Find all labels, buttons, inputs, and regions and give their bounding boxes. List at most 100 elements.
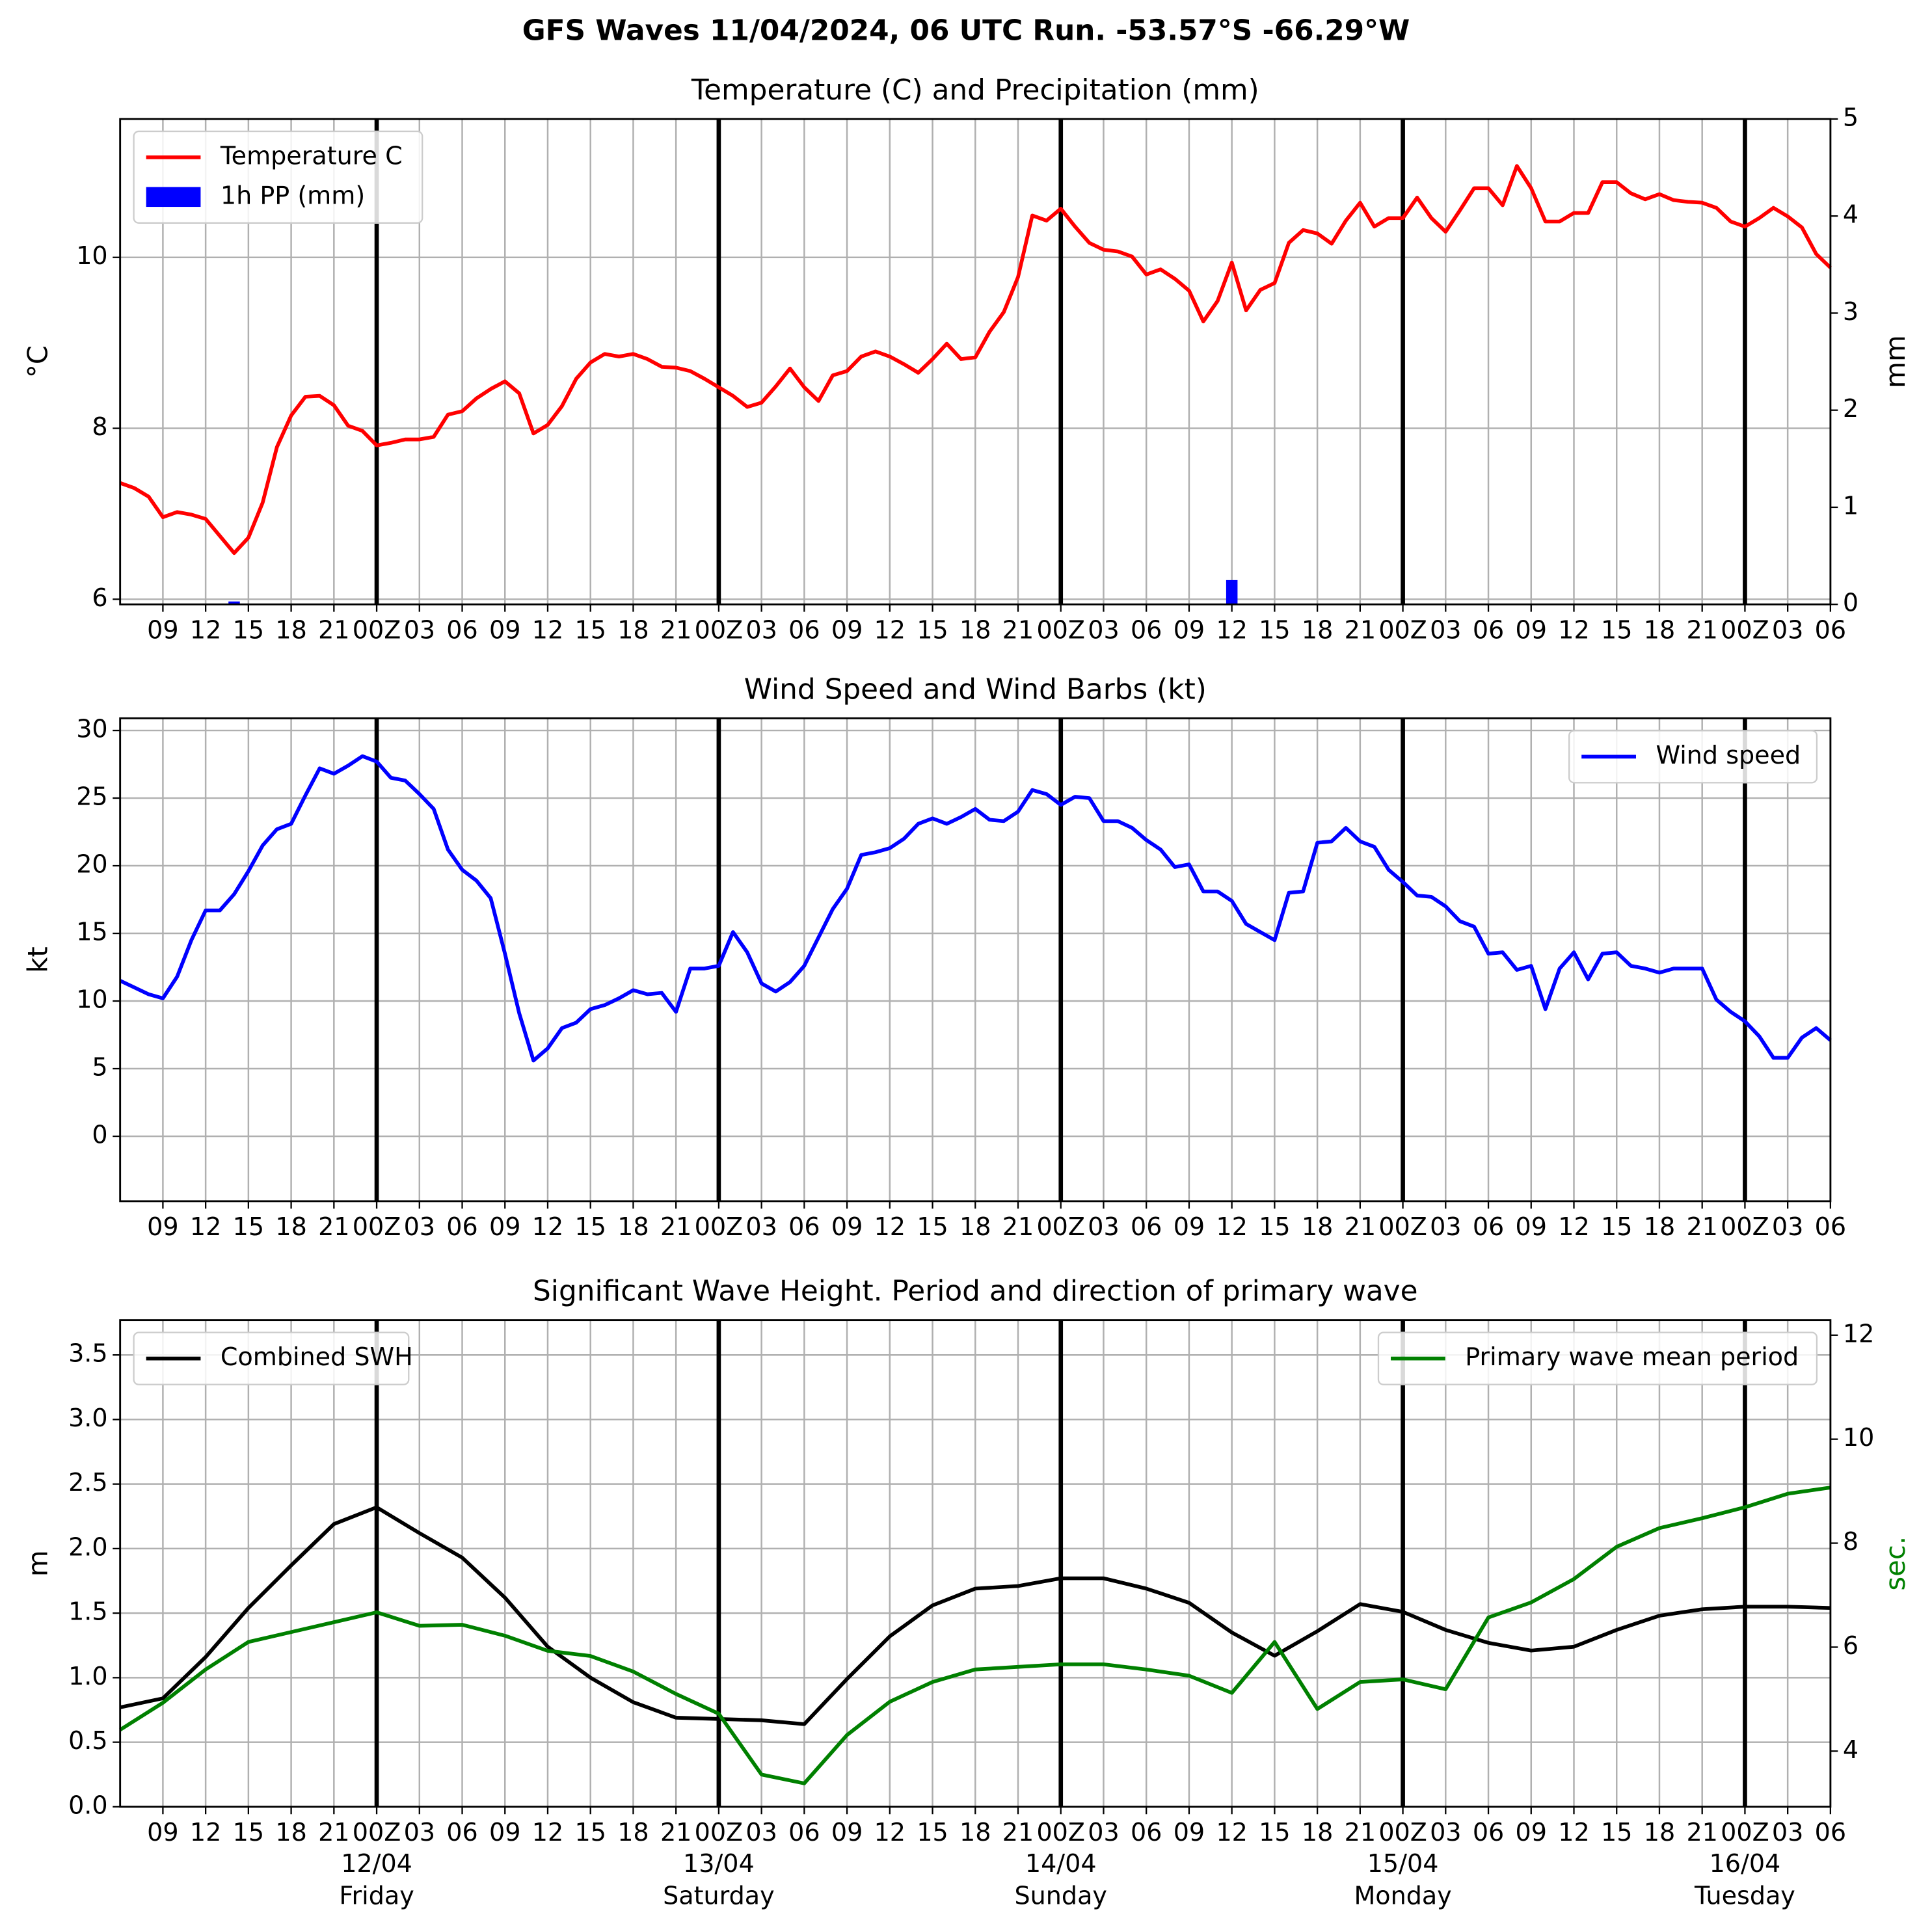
x-tick-label: 09 (1174, 1212, 1205, 1241)
x-tick-label: 00Z (353, 616, 401, 645)
y-tick-label: 3.5 (68, 1339, 108, 1368)
x-tick-label: 18 (1302, 1818, 1333, 1847)
x-tick-label: 09 (1174, 1818, 1205, 1847)
legend-label: Temperature C (220, 141, 403, 170)
y2-tick-label: 4 (1843, 200, 1858, 229)
legend-box (133, 1331, 410, 1385)
legend-label: Combined SWH (221, 1342, 413, 1371)
y2-axis-label: mm (1879, 335, 1911, 388)
legend-label: Primary wave mean period (1465, 1342, 1799, 1371)
x-tick-label: 12 (1558, 1818, 1589, 1847)
x-tick-label: 12 (1216, 1212, 1247, 1241)
x-tick-label: 12 (874, 1818, 906, 1847)
x-tick-label: 18 (1302, 1212, 1333, 1241)
x-tick-label: 00Z (695, 1212, 744, 1241)
precip-bar (1226, 580, 1238, 605)
x-tick-label: 09 (831, 1818, 863, 1847)
x-tick-label: 09 (1516, 616, 1547, 645)
y-tick-label: 10 (76, 241, 107, 270)
x-tick-label: 09 (831, 1212, 863, 1241)
x-tick-label: 06 (1815, 616, 1846, 645)
y2-tick-label: 8 (1843, 1527, 1858, 1556)
x-tick-label: 21 (1345, 616, 1376, 645)
x-tick-label: 00Z (1721, 1818, 1769, 1847)
y-tick-label: 1.5 (68, 1597, 108, 1626)
x-tick-label: 00Z (1036, 1212, 1085, 1241)
y-tick-label: 0 (92, 1121, 107, 1149)
weekday-label: Saturday (663, 1881, 775, 1910)
x-tick-label: 09 (489, 616, 520, 645)
x-tick-label: 15 (574, 616, 606, 645)
y-tick-label: 30 (76, 715, 107, 743)
x-tick-label: 03 (404, 1212, 435, 1241)
x-tick-label: 18 (275, 616, 306, 645)
y-tick-label: 3.0 (68, 1404, 108, 1432)
y2-tick-label: 0 (1843, 589, 1858, 617)
x-tick-label: 03 (1088, 616, 1119, 645)
date-label: 13/04 (683, 1849, 755, 1878)
x-tick-label: 15 (233, 1212, 264, 1241)
date-label: 12/04 (341, 1849, 412, 1878)
y2-tick-label: 5 (1843, 103, 1858, 131)
panel-title: Wind Speed and Wind Barbs (kt) (744, 673, 1207, 706)
x-tick-label: 12 (1216, 616, 1247, 645)
y-tick-label: 6 (92, 583, 107, 612)
weekday-label: Tuesday (1694, 1881, 1795, 1910)
x-tick-label: 21 (1686, 1212, 1717, 1241)
x-tick-label: 12 (532, 1818, 563, 1847)
y-tick-label: 15 (76, 918, 107, 946)
panel-title: Temperature (C) and Precipitation (mm) (691, 73, 1259, 107)
x-tick-label: 12 (1558, 616, 1589, 645)
x-tick-label: 12 (874, 1212, 906, 1241)
y2-tick-label: 4 (1843, 1735, 1858, 1764)
x-tick-label: 00Z (1036, 1818, 1085, 1847)
x-tick-label: 03 (745, 1818, 777, 1847)
x-tick-label: 15 (917, 1212, 948, 1241)
x-tick-label: 18 (617, 1212, 649, 1241)
x-tick-label: 06 (1815, 1818, 1846, 1847)
y2-axis-label: sec. (1879, 1536, 1911, 1591)
y-tick-label: 20 (76, 850, 107, 879)
x-tick-label: 15 (917, 616, 948, 645)
x-tick-label: 12 (190, 1212, 221, 1241)
legend-box (1568, 730, 1818, 784)
y-axis-label: m (21, 1550, 53, 1577)
x-tick-label: 18 (275, 1212, 306, 1241)
x-tick-label: 03 (1430, 1212, 1461, 1241)
x-tick-label: 06 (1815, 1212, 1846, 1241)
series-line (119, 754, 1832, 1063)
x-tick-label: 15 (1259, 616, 1290, 645)
x-tick-label: 09 (147, 1818, 178, 1847)
x-tick-label: 06 (446, 1212, 477, 1241)
x-tick-label: 03 (1088, 1818, 1119, 1847)
weekday-label: Friday (339, 1881, 414, 1910)
y-tick-label: 2.0 (68, 1532, 108, 1561)
x-tick-label: 06 (446, 1818, 477, 1847)
x-tick-label: 21 (1345, 1818, 1376, 1847)
x-tick-label: 06 (1473, 1818, 1504, 1847)
x-tick-label: 03 (745, 1212, 777, 1241)
series-line (119, 164, 1832, 555)
x-tick-label: 06 (1131, 1212, 1162, 1241)
x-tick-label: 15 (233, 1818, 264, 1847)
x-tick-label: 18 (275, 1818, 306, 1847)
x-tick-label: 06 (788, 1818, 820, 1847)
x-tick-label: 06 (788, 1212, 820, 1241)
x-tick-label: 06 (1473, 1212, 1504, 1241)
legend-box (1377, 1331, 1818, 1385)
x-tick-label: 18 (617, 1818, 649, 1847)
x-tick-label: 03 (1430, 616, 1461, 645)
x-tick-label: 21 (1686, 616, 1717, 645)
x-tick-label: 18 (1302, 616, 1333, 645)
x-tick-label: 15 (574, 1212, 606, 1241)
x-tick-label: 18 (1644, 616, 1675, 645)
plot-frame (119, 1319, 1832, 1808)
x-tick-label: 21 (660, 616, 691, 645)
y-tick-label: 5 (92, 1053, 107, 1082)
x-tick-label: 18 (1644, 1818, 1675, 1847)
x-tick-label: 21 (660, 1818, 691, 1847)
x-tick-label: 15 (1601, 1212, 1632, 1241)
y2-tick-label: 2 (1843, 394, 1858, 423)
date-label: 16/04 (1710, 1849, 1781, 1878)
y-tick-label: 1.0 (68, 1662, 108, 1690)
